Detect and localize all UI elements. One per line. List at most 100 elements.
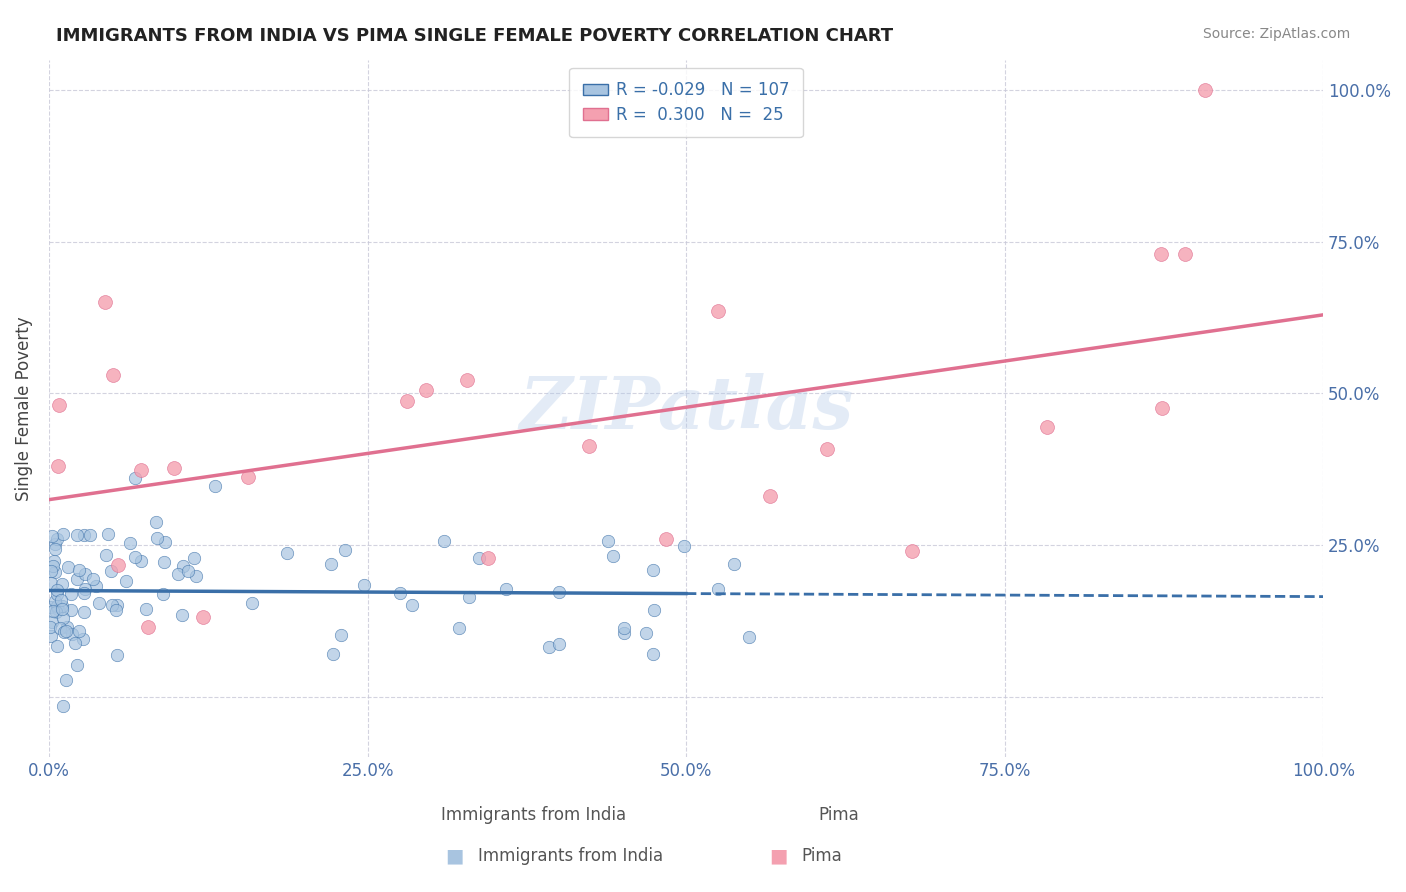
Point: [166, 566, 188, 581]
Point: [146, 531, 169, 545]
Point: [1036, 420, 1059, 434]
Point: [45, 605, 67, 619]
Text: IMMIGRANTS FROM INDIA VS PIMA SINGLE FEMALE POVERTY CORRELATION CHART: IMMIGRANTS FROM INDIA VS PIMA SINGLE FEM…: [56, 27, 893, 45]
Point: [66, 527, 89, 541]
Point: [706, 582, 728, 596]
Point: [44, 566, 66, 580]
Point: [52, 611, 75, 625]
Point: [129, 554, 152, 568]
Y-axis label: Single Female Poverty: Single Female Poverty: [15, 316, 32, 500]
Point: [547, 584, 569, 599]
Point: [124, 471, 146, 485]
Point: [433, 534, 456, 549]
Point: [578, 439, 600, 453]
Point: [276, 546, 298, 560]
Point: [319, 557, 342, 571]
Point: [42, 554, 65, 568]
Point: [105, 648, 128, 662]
Point: [643, 563, 665, 577]
Point: [107, 558, 129, 572]
Point: [353, 578, 375, 592]
Point: [46, 459, 69, 474]
Point: [82, 572, 104, 586]
Point: [55, 624, 77, 639]
Point: [204, 479, 226, 493]
Point: [84, 579, 107, 593]
Point: [641, 647, 664, 661]
Point: [329, 628, 352, 642]
Point: [42, 605, 65, 619]
Point: [49, 621, 72, 635]
Point: [596, 533, 619, 548]
Point: [138, 620, 160, 634]
Point: [72, 632, 94, 647]
Point: [97, 527, 120, 541]
Point: [447, 621, 470, 635]
Point: [75, 567, 97, 582]
Point: [389, 586, 412, 600]
Point: [738, 631, 761, 645]
Point: [51, 577, 73, 591]
Point: [153, 535, 176, 549]
Point: [1150, 401, 1173, 415]
Text: Source: ZipAtlas.com: Source: ZipAtlas.com: [1202, 27, 1350, 41]
Point: [39, 564, 62, 578]
Point: [115, 574, 138, 588]
Point: [60, 626, 83, 640]
Point: [401, 599, 423, 613]
Point: [477, 551, 499, 566]
Point: [183, 551, 205, 566]
Point: [39, 619, 62, 633]
Point: [89, 596, 111, 610]
Point: [73, 528, 96, 542]
Point: [39, 599, 62, 614]
Point: [66, 572, 89, 586]
Point: [44, 593, 66, 607]
Point: [613, 625, 636, 640]
Point: [105, 598, 128, 612]
Point: [643, 603, 665, 617]
Point: [153, 556, 176, 570]
Point: [135, 602, 157, 616]
Point: [468, 551, 491, 566]
Point: [101, 598, 124, 612]
Point: [56, 620, 79, 634]
Point: [707, 304, 730, 318]
Point: [124, 549, 146, 564]
Point: [41, 529, 63, 543]
Point: [44, 537, 66, 551]
Point: [613, 621, 636, 635]
Point: [73, 586, 96, 600]
Text: Immigrants from India: Immigrants from India: [440, 806, 626, 824]
Point: [67, 563, 90, 577]
Point: [41, 615, 63, 629]
Point: [333, 543, 356, 558]
Point: [65, 657, 87, 672]
Point: [101, 368, 124, 382]
Point: [177, 564, 200, 578]
Point: [44, 542, 66, 557]
Text: ■: ■: [446, 847, 464, 866]
Point: [815, 442, 838, 457]
Point: [46, 602, 69, 616]
Point: [1150, 246, 1173, 260]
Point: [60, 587, 83, 601]
Point: [655, 533, 678, 547]
Point: [73, 605, 96, 619]
Text: ZIPatlas: ZIPatlas: [519, 373, 853, 444]
Point: [120, 535, 142, 549]
Point: [52, 699, 75, 714]
Point: [172, 558, 194, 573]
Point: [186, 569, 208, 583]
Point: [51, 599, 73, 613]
Point: [105, 603, 128, 617]
Point: [39, 629, 62, 643]
Text: ■: ■: [769, 847, 787, 866]
Point: [322, 648, 344, 662]
Point: [51, 601, 73, 615]
Point: [548, 637, 571, 651]
Point: [45, 599, 67, 613]
Point: [901, 543, 924, 558]
Point: [53, 625, 76, 640]
Point: [193, 609, 215, 624]
